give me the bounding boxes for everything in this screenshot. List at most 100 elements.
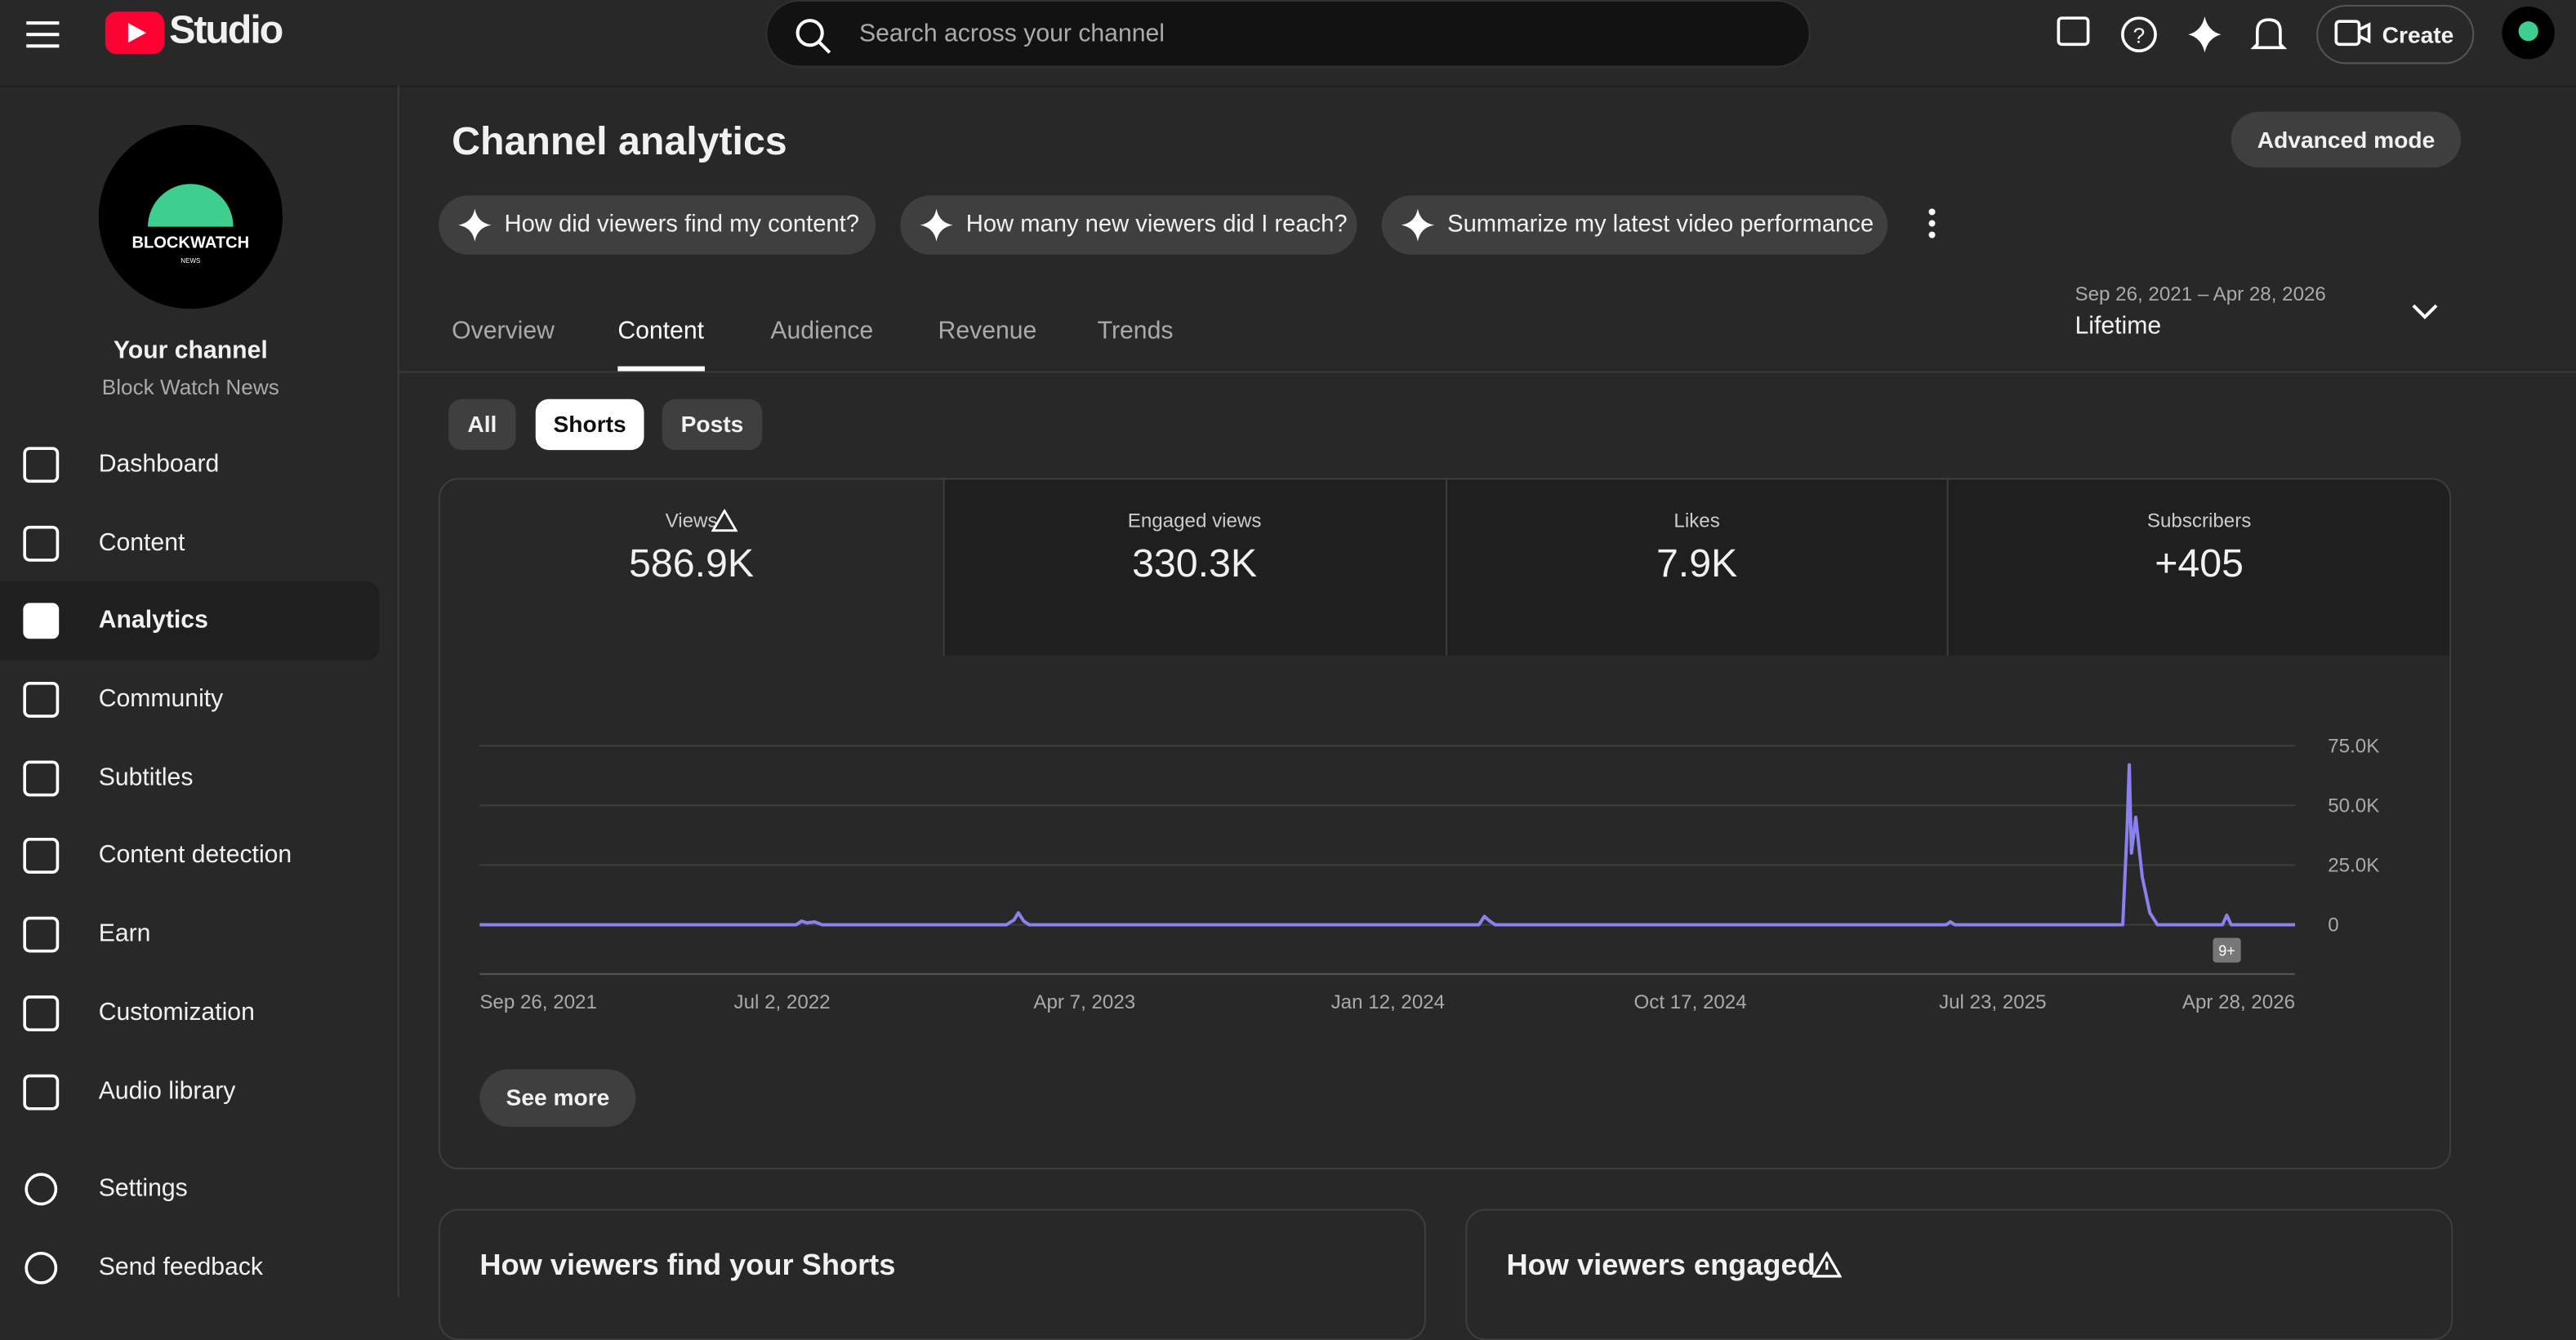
tab[interactable]: Content: [617, 317, 705, 345]
nav-selected[interactable]: [0, 581, 380, 661]
warning-icon: [1812, 1251, 1842, 1278]
tabs-divider: [399, 371, 2576, 373]
sidebar: [0, 85, 399, 1298]
page-title: Channel analytics: [452, 119, 787, 165]
tab[interactable]: Trends: [1097, 317, 1174, 345]
card-left-title: How viewers find your Shorts: [479, 1248, 896, 1281]
metric-tab[interactable]: Likes 7.9K: [1445, 479, 1948, 656]
nav-item[interactable]: Send feedback: [98, 1253, 263, 1281]
nav-icon[interactable]: [21, 915, 60, 954]
avatar-sub: NEWS: [180, 257, 200, 265]
card-right-title: How viewers engaged: [1506, 1248, 1816, 1281]
sparkle-icon: [920, 208, 953, 242]
filter-chip[interactable]: All: [448, 398, 516, 451]
filter-chip[interactable]: Shorts: [535, 398, 644, 451]
nav-icon-shape: [23, 681, 60, 718]
date-range[interactable]: Sep 26, 2021 – Apr 28, 2026: [2075, 282, 2326, 306]
metric-value: 586.9K: [629, 541, 755, 587]
tab[interactable]: Audience: [770, 317, 874, 345]
nav-icon[interactable]: [21, 1249, 60, 1288]
metric-tab[interactable]: Engaged views 330.3K: [943, 479, 1446, 656]
chart-card: Views 586.9K Engaged views 330.3K Likes 7.9K S…: [439, 478, 2452, 1170]
metric-label: Engaged views: [1127, 509, 1262, 532]
nav-icon-shape: [23, 760, 60, 797]
nav-icon-shape: [23, 916, 60, 953]
nav-icon[interactable]: [21, 1072, 60, 1111]
nav-item[interactable]: Analytics: [98, 606, 208, 634]
prompt-text[interactable]: How did viewers find my content?: [504, 211, 860, 238]
avatar-text: BLOCKWATCH: [131, 234, 249, 252]
nav-icon-shape: [23, 525, 60, 562]
metric-tab[interactable]: Views 586.9K: [440, 479, 943, 656]
nav-item[interactable]: Subtitles: [98, 763, 194, 792]
sparkle: [1401, 208, 1435, 242]
sparkle: [920, 208, 953, 242]
nav-icon[interactable]: [21, 680, 60, 719]
warning-icon: [711, 509, 738, 532]
channel-label: Your channel: [113, 336, 268, 365]
tab[interactable]: Revenue: [938, 317, 1037, 345]
nav-icon[interactable]: [21, 836, 60, 875]
nav-item[interactable]: Earn: [98, 919, 151, 948]
nav-icon[interactable]: [21, 445, 60, 484]
prompt-text[interactable]: How many new viewers did I reach?: [965, 211, 1348, 238]
nav-icon[interactable]: [21, 524, 60, 563]
metric-value: 330.3K: [1132, 541, 1258, 587]
advanced-button[interactable]: Advanced mode: [2231, 111, 2462, 168]
metric-tab[interactable]: Subscribers +405: [1947, 479, 2450, 656]
create-icon: [2334, 20, 2371, 47]
svg-text:?: ?: [2133, 23, 2146, 47]
nav-icon-shape: [23, 603, 60, 639]
nav-icon-shape: [23, 447, 60, 483]
nav-icon-shape: [25, 1173, 58, 1206]
logo-text[interactable]: Studio: [169, 8, 283, 53]
period[interactable]: Lifetime: [2075, 312, 2162, 341]
search-placeholder: Search across your channel: [859, 20, 1165, 48]
warning: [711, 509, 738, 532]
nav-item[interactable]: Audio library: [98, 1077, 236, 1106]
nav-icon-shape: [23, 1074, 60, 1111]
prompt-chip[interactable]: How many new viewers did I reach?: [900, 195, 1357, 255]
nav-item[interactable]: Dashboard: [98, 450, 220, 479]
filter-chip[interactable]: Posts: [662, 398, 763, 451]
prompt-text[interactable]: Summarize my latest video performance: [1447, 211, 1874, 238]
nav-icon[interactable]: [21, 1169, 60, 1209]
metric-label: Likes: [1674, 509, 1720, 532]
channel-avatar[interactable]: BLOCKWATCH NEWS: [98, 124, 283, 309]
channel-name: Block Watch News: [101, 374, 279, 399]
account-avatar[interactable]: [2502, 7, 2555, 60]
nav-icon-shape: [23, 838, 60, 874]
search-box[interactable]: [765, 0, 1811, 68]
nav-item[interactable]: Customization: [98, 998, 255, 1027]
tab-underline: [617, 366, 705, 372]
metric-value: +405: [2155, 541, 2244, 587]
metric-label: Subscribers: [2146, 509, 2252, 532]
search-icon: [796, 19, 831, 54]
tab[interactable]: Overview: [452, 317, 555, 345]
nav-item[interactable]: Content: [98, 528, 185, 557]
create-label[interactable]: Create: [2382, 21, 2454, 48]
nav-item[interactable]: Community: [98, 684, 224, 713]
nav-icon[interactable]: [21, 759, 60, 798]
prompt-chip[interactable]: Summarize my latest video performance: [1381, 195, 1888, 255]
top-icons[interactable]: ?: [2053, 13, 2300, 56]
nav-item[interactable]: Content detection: [98, 840, 292, 870]
create-button[interactable]: [2316, 5, 2475, 65]
sparkle-icon: [458, 208, 492, 242]
period-dropdown[interactable]: [2410, 302, 2440, 322]
nav-icon-shape: [23, 995, 60, 1032]
more-icon[interactable]: [1922, 207, 1941, 239]
nav-icon[interactable]: [21, 994, 60, 1033]
nav-icon-shape: [25, 1251, 58, 1284]
prompt-chip[interactable]: How did viewers find my content?: [439, 195, 876, 255]
logo-icon[interactable]: [105, 11, 165, 55]
menu-icon[interactable]: [26, 20, 62, 49]
nav-item[interactable]: Settings: [98, 1174, 188, 1203]
metric-label: Views: [665, 509, 718, 532]
see-more[interactable]: See more: [479, 1069, 636, 1127]
metric-value: 7.9K: [1656, 541, 1738, 587]
nav-icon[interactable]: [21, 601, 60, 640]
sparkle-icon: [1401, 208, 1435, 242]
